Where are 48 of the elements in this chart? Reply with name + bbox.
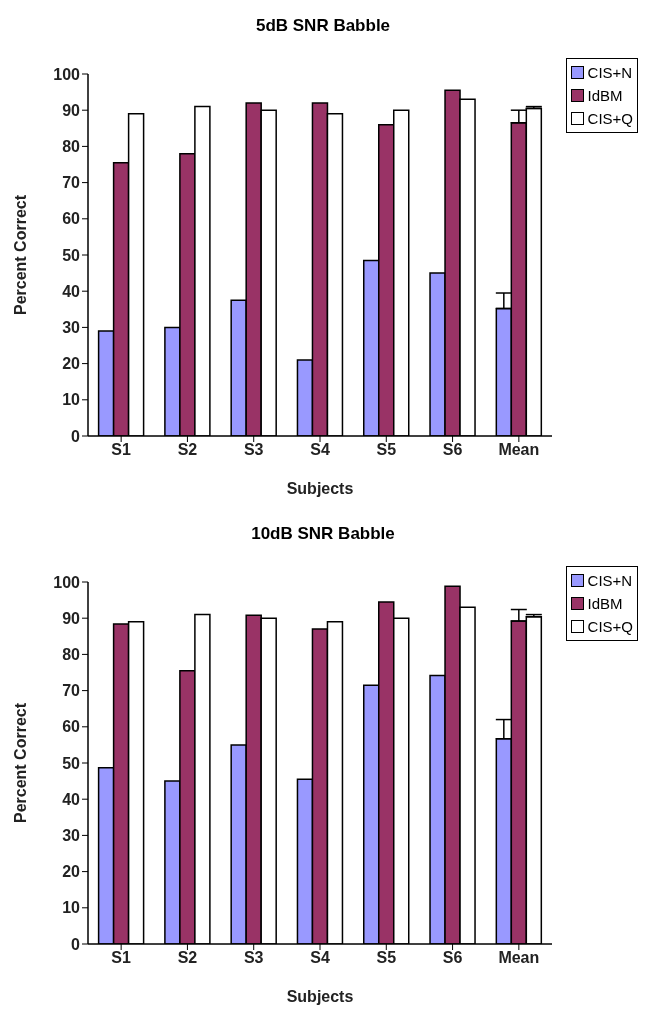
y-tick-label: 80 (62, 138, 81, 156)
x-tick-label: S5 (376, 441, 397, 459)
y-tick-label: 90 (62, 609, 81, 627)
x-axis-title: Subjects (286, 480, 354, 497)
x-tick-label: S2 (177, 441, 198, 459)
legend-label: CIS+N (587, 571, 633, 591)
legend-label: IdBM (587, 86, 623, 106)
y-tick-label: 80 (62, 646, 81, 664)
y-tick-label: 0 (71, 935, 81, 953)
y-tick-label: 0 (71, 427, 81, 445)
x-axis-title: Subjects (286, 988, 354, 1005)
x-tick-label: S6 (442, 949, 463, 967)
y-axis-title: Percent Correct (11, 702, 29, 824)
y-tick-label: 70 (62, 174, 81, 192)
x-tick-label: S4 (310, 441, 330, 459)
y-tick-label: 30 (62, 319, 81, 337)
y-tick-label: 40 (62, 282, 81, 300)
y-tick-label: 50 (62, 754, 81, 772)
y-tick-label: 60 (62, 718, 81, 736)
y-tick-label: 40 (62, 790, 81, 808)
legend-label: CIS+N (587, 63, 633, 83)
y-tick-label: 10 (62, 899, 81, 917)
y-tick-label: 20 (62, 355, 81, 373)
x-tick-label: Mean (498, 949, 540, 967)
y-tick-label: 70 (62, 682, 81, 700)
y-tick-label: 50 (62, 246, 81, 264)
y-tick-label: 20 (62, 863, 81, 881)
x-tick-label: S5 (376, 949, 397, 967)
chart-title: 10dB SNR Babble (250, 524, 396, 544)
legend-label: CIS+Q (587, 617, 633, 637)
y-tick-label: 100 (53, 65, 81, 83)
y-tick-label: 100 (53, 573, 81, 591)
y-tick-label: 30 (62, 827, 81, 845)
x-tick-label: S4 (310, 949, 330, 967)
x-tick-label: S3 (243, 441, 264, 459)
y-tick-label: 10 (62, 391, 81, 409)
x-tick-label: S3 (243, 949, 264, 967)
legend-label: CIS+Q (587, 109, 633, 129)
x-tick-label: S1 (111, 441, 132, 459)
y-tick-label: 90 (62, 101, 81, 119)
x-tick-label: S6 (442, 441, 463, 459)
y-tick-label: 60 (62, 210, 81, 228)
x-tick-label: S1 (111, 949, 132, 967)
legend-label: IdBM (587, 594, 623, 614)
x-tick-label: S2 (177, 949, 198, 967)
chart-title: 5dB SNR Babble (254, 16, 392, 36)
y-axis-title: Percent Correct (11, 194, 29, 316)
x-tick-label: Mean (498, 441, 540, 459)
